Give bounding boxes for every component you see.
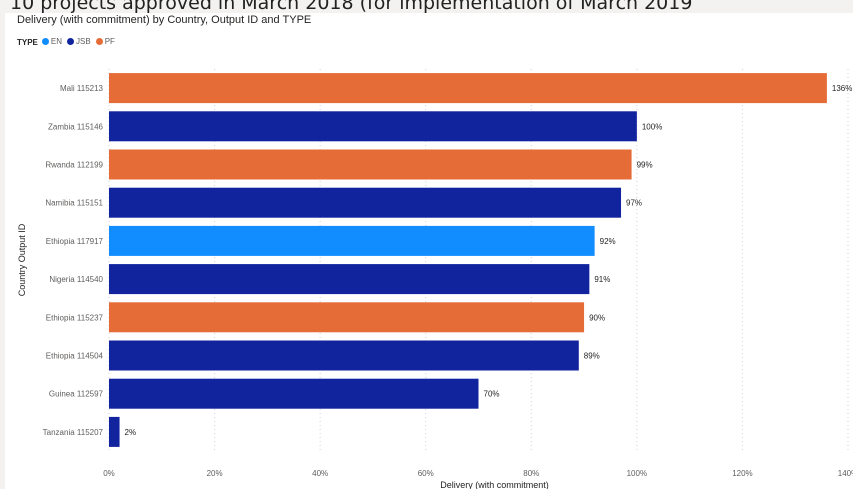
y-tick-label: Tanzania 115207 xyxy=(43,428,104,437)
bar xyxy=(109,416,120,447)
data-label: 100% xyxy=(642,122,662,131)
legend-item-en[interactable]: EN xyxy=(41,37,63,46)
legend: TYPE EN JSB PF xyxy=(17,37,120,47)
y-tick-label: Ethiopia 115237 xyxy=(46,313,104,322)
y-axis-title: Country Output ID xyxy=(17,223,27,296)
y-tick-label: Ethiopia 117917 xyxy=(46,237,104,246)
x-axis-title: Delivery (with commitment) xyxy=(440,480,549,489)
bar xyxy=(109,340,579,371)
y-tick-label: Mali 115213 xyxy=(60,84,104,93)
data-label: 91% xyxy=(594,275,610,284)
y-tick-label: Guinea 112597 xyxy=(49,390,104,399)
bar xyxy=(109,302,585,333)
legend-item-jsb[interactable]: JSB xyxy=(67,37,91,46)
x-tick-label: 40% xyxy=(312,469,328,478)
bar xyxy=(109,225,595,256)
legend-marker xyxy=(95,38,103,45)
data-label: 70% xyxy=(484,390,500,399)
data-label: 99% xyxy=(637,161,653,170)
page-heading: 10 projects approved in March 2018 (for … xyxy=(10,0,693,14)
chart-title: Delivery (with commitment) by Country, O… xyxy=(17,14,312,26)
bar xyxy=(109,264,590,295)
bar xyxy=(109,149,632,180)
data-label: 97% xyxy=(626,199,642,208)
x-tick-label: 120% xyxy=(732,469,752,478)
bar xyxy=(109,187,622,218)
y-tick-label: Zambia 115146 xyxy=(48,122,104,131)
y-tick-label: Rwanda 112199 xyxy=(45,161,103,170)
legend-marker xyxy=(67,38,75,45)
legend-label: JSB xyxy=(76,37,91,46)
bar xyxy=(109,73,827,104)
y-tick-label: Nigeria 114540 xyxy=(49,275,103,284)
x-tick-label: 60% xyxy=(418,469,434,478)
x-tick-label: 100% xyxy=(627,469,647,478)
data-label: 92% xyxy=(600,237,616,246)
legend-title: TYPE xyxy=(17,37,38,47)
x-tick-label: 20% xyxy=(207,469,223,478)
bar xyxy=(109,378,479,409)
x-tick-label: 0% xyxy=(103,469,115,478)
bar xyxy=(109,111,637,142)
chart-visual[interactable]: Delivery (with commitment) by Country, O… xyxy=(5,13,853,489)
legend-marker xyxy=(41,38,49,45)
data-label: 136% xyxy=(832,84,852,93)
legend-label: EN xyxy=(50,37,63,46)
data-label: 89% xyxy=(584,352,600,361)
data-label: 90% xyxy=(589,313,605,322)
y-tick-label: Namibia 115151 xyxy=(45,199,103,208)
legend-item-pf[interactable]: PF xyxy=(95,37,115,46)
data-label: 2% xyxy=(125,428,137,437)
legend-label: PF xyxy=(104,37,115,46)
y-tick-label: Ethiopia 114504 xyxy=(46,352,104,361)
x-tick-label: 140% xyxy=(838,469,853,478)
x-tick-label: 80% xyxy=(523,469,539,478)
bar-chart: 0% 20% 40% 60% 80% 100% 120% 140% Mali 115213 136… xyxy=(17,69,853,489)
